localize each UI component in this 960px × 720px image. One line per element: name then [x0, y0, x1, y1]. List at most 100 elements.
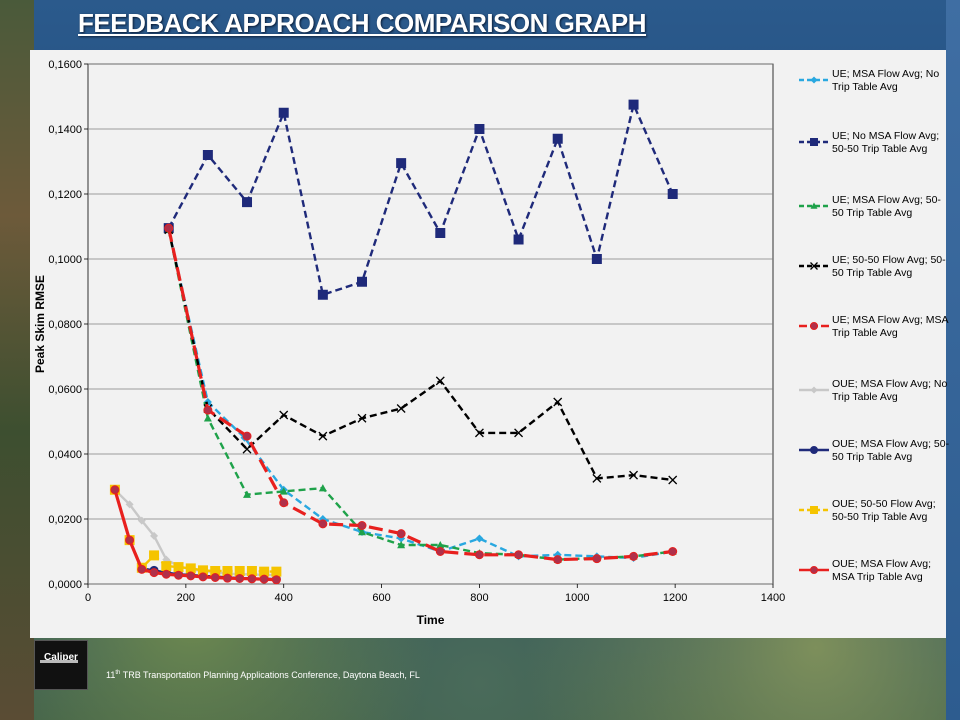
- legend-label: UE; MSA Flow Avg; MSA Trip Table Avg: [832, 314, 948, 339]
- data-point: [318, 484, 327, 492]
- data-point: [810, 446, 818, 454]
- legend-label: UE; MSA Flow Avg; No Trip Table Avg: [832, 68, 940, 93]
- data-point: [271, 566, 282, 577]
- data-point: [629, 551, 639, 561]
- data-point: [198, 572, 208, 582]
- legend-item: UE; MSA Flow Avg; No Trip Table Avg: [796, 68, 946, 114]
- line-chart: 0,0000 0,0200 0,0400 0,0600 0,0800 0,1000 0,12…: [33, 59, 785, 627]
- data-point: [149, 550, 160, 561]
- data-point: [203, 414, 212, 422]
- x-tick-label: 400: [275, 592, 293, 604]
- data-point: [358, 528, 366, 536]
- x-axis-label: Time: [417, 613, 445, 627]
- data-point: [810, 322, 818, 330]
- data-point: [150, 531, 159, 540]
- legend-swatch: [799, 202, 829, 209]
- legend-item: UE; No MSA Flow Avg; 50-50 Trip Table Av…: [796, 130, 946, 176]
- data-point: [222, 573, 232, 583]
- footer-text: 11th TRB Transportation Planning Applica…: [106, 670, 420, 680]
- y-tick-label: 0,1000: [48, 254, 82, 266]
- data-point: [396, 158, 407, 169]
- series-line: [167, 227, 673, 562]
- legend-item: UE; MSA Flow Avg; 50-50 Trip Table Avg: [796, 194, 946, 240]
- data-point: [552, 133, 563, 144]
- series-line: [167, 229, 673, 482]
- series-5: [164, 223, 678, 565]
- data-point: [149, 568, 159, 578]
- data-point: [164, 223, 174, 233]
- data-point: [242, 197, 253, 208]
- legend-swatch: [799, 76, 829, 84]
- series-4: [164, 225, 678, 485]
- data-point: [514, 428, 524, 438]
- data-point: [396, 404, 406, 413]
- x-tick-label: 800: [470, 592, 488, 604]
- data-point: [246, 566, 257, 576]
- data-point: [242, 431, 252, 441]
- data-point: [279, 487, 288, 495]
- data-point: [137, 564, 147, 574]
- x-tick-label: 600: [372, 592, 390, 604]
- x-tick-label: 1000: [565, 592, 589, 604]
- series-2: [163, 99, 678, 300]
- y-axis-label: Peak Skim RMSE: [33, 275, 47, 373]
- legend-swatch: [799, 138, 829, 146]
- x-tick-label: 0: [85, 592, 91, 604]
- data-point: [553, 397, 563, 407]
- data-point: [357, 521, 367, 530]
- data-point: [592, 473, 602, 483]
- logo-bar: [40, 660, 78, 663]
- legend-item: OUE; MSA Flow Avg; MSA Trip Table Avg: [796, 558, 946, 604]
- data-point: [271, 575, 281, 585]
- data-point: [397, 541, 406, 549]
- data-point: [591, 254, 602, 264]
- legend-item: OUE; MSA Flow Avg; 50-50 Trip Table Avg: [796, 438, 949, 484]
- data-point: [357, 276, 367, 287]
- data-point: [247, 574, 257, 584]
- data-point: [514, 550, 524, 560]
- data-point: [810, 138, 818, 146]
- data-point: [474, 428, 484, 438]
- legend-item: UE; MSA Flow Avg; MSA Trip Table Avg: [796, 314, 948, 360]
- data-point: [110, 485, 120, 495]
- data-point: [203, 405, 213, 415]
- data-point: [396, 529, 406, 539]
- data-point: [137, 516, 146, 525]
- legend-item: OUE; MSA Flow Avg; No Trip Table Avg: [796, 378, 947, 424]
- data-point: [810, 506, 818, 514]
- data-point: [279, 498, 289, 508]
- legend-label: OUE; MSA Flow Avg; MSA Trip Table Avg: [832, 558, 932, 583]
- y-tick-label: 0,0000: [48, 579, 82, 591]
- y-tick-label: 0,0200: [48, 514, 82, 526]
- data-point: [629, 470, 639, 480]
- data-point: [668, 475, 678, 485]
- data-point: [186, 571, 196, 581]
- data-point: [161, 561, 172, 572]
- y-tick-label: 0,1200: [48, 189, 82, 201]
- data-point: [810, 76, 818, 84]
- data-point: [474, 550, 484, 560]
- data-point: [125, 535, 135, 545]
- data-point: [810, 386, 818, 394]
- x-tick-label: 1200: [663, 592, 687, 604]
- data-point: [435, 228, 446, 238]
- x-tick-label: 1400: [761, 592, 785, 604]
- legend-item: UE; 50-50 Flow Avg; 50-50 Trip Table Avg: [796, 254, 946, 300]
- data-point: [592, 554, 602, 564]
- caliper-logo: Caliper: [34, 640, 88, 690]
- data-point: [435, 547, 445, 556]
- series-9: [110, 485, 281, 585]
- legend-swatch: [799, 506, 829, 514]
- data-point: [242, 444, 252, 454]
- y-tick-label: 0,0400: [48, 449, 82, 461]
- data-point: [318, 519, 328, 529]
- data-point: [810, 262, 818, 270]
- legend-label: UE; No MSA Flow Avg; 50-50 Trip Table Av…: [832, 130, 940, 155]
- legend-swatch: [799, 322, 829, 330]
- data-point: [279, 410, 289, 420]
- data-point: [435, 376, 445, 386]
- x-tick-label: 200: [177, 592, 195, 604]
- legend-label: OUE; 50-50 Flow Avg; 50-50 Trip Table Av…: [832, 498, 936, 523]
- legend-swatch: [799, 566, 829, 574]
- data-point: [161, 569, 171, 579]
